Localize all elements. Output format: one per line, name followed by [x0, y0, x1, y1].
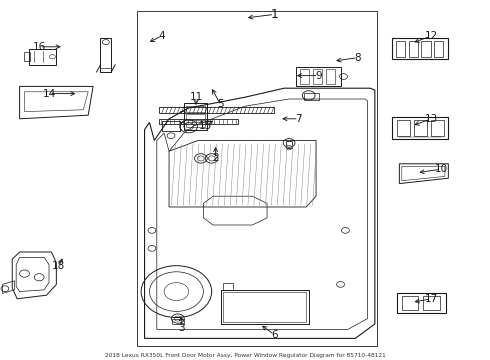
Text: 6: 6	[271, 330, 278, 340]
Text: 18: 18	[52, 261, 66, 271]
Text: 1: 1	[270, 8, 278, 21]
Text: 13: 13	[424, 114, 438, 124]
Text: 14: 14	[42, 89, 56, 99]
Bar	[409, 41, 418, 57]
Bar	[434, 41, 443, 57]
Bar	[392, 117, 448, 139]
Bar	[24, 52, 30, 61]
Bar	[159, 119, 238, 124]
Text: 17: 17	[424, 294, 438, 304]
Bar	[29, 49, 56, 65]
Bar	[296, 67, 341, 86]
Text: 8: 8	[354, 53, 361, 63]
Bar	[100, 38, 111, 72]
Bar	[172, 319, 184, 324]
Bar	[313, 69, 322, 84]
Bar	[396, 41, 405, 57]
Bar	[184, 103, 207, 130]
Bar	[137, 11, 377, 346]
Bar	[402, 296, 418, 310]
Bar	[304, 93, 318, 100]
Bar	[431, 120, 444, 136]
Bar	[223, 292, 306, 322]
Text: 15: 15	[199, 121, 213, 131]
Bar	[186, 106, 205, 112]
Bar	[423, 296, 440, 310]
Text: 2018 Lexus RX350L Front Door Motor Assy, Power Window Regulator Diagram for 8571: 2018 Lexus RX350L Front Door Motor Assy,…	[105, 353, 385, 358]
Bar	[223, 283, 233, 290]
Bar	[286, 141, 292, 148]
Bar	[421, 41, 431, 57]
Text: 7: 7	[295, 114, 302, 124]
Text: 16: 16	[32, 42, 46, 52]
Text: 2: 2	[212, 153, 219, 163]
Bar	[159, 107, 274, 113]
Text: 10: 10	[435, 164, 447, 174]
Text: 5: 5	[217, 99, 224, 109]
Text: 12: 12	[424, 31, 438, 41]
Text: 4: 4	[158, 31, 165, 41]
Bar	[414, 120, 427, 136]
Bar	[397, 120, 410, 136]
Bar	[326, 69, 335, 84]
Bar	[397, 293, 446, 313]
Text: 11: 11	[189, 92, 203, 102]
Bar	[220, 290, 309, 324]
Text: 3: 3	[178, 323, 185, 333]
Bar	[186, 122, 205, 127]
Bar	[392, 38, 448, 59]
Text: 9: 9	[315, 71, 322, 81]
Bar	[162, 121, 180, 131]
Bar	[300, 69, 309, 84]
Bar	[186, 114, 205, 120]
